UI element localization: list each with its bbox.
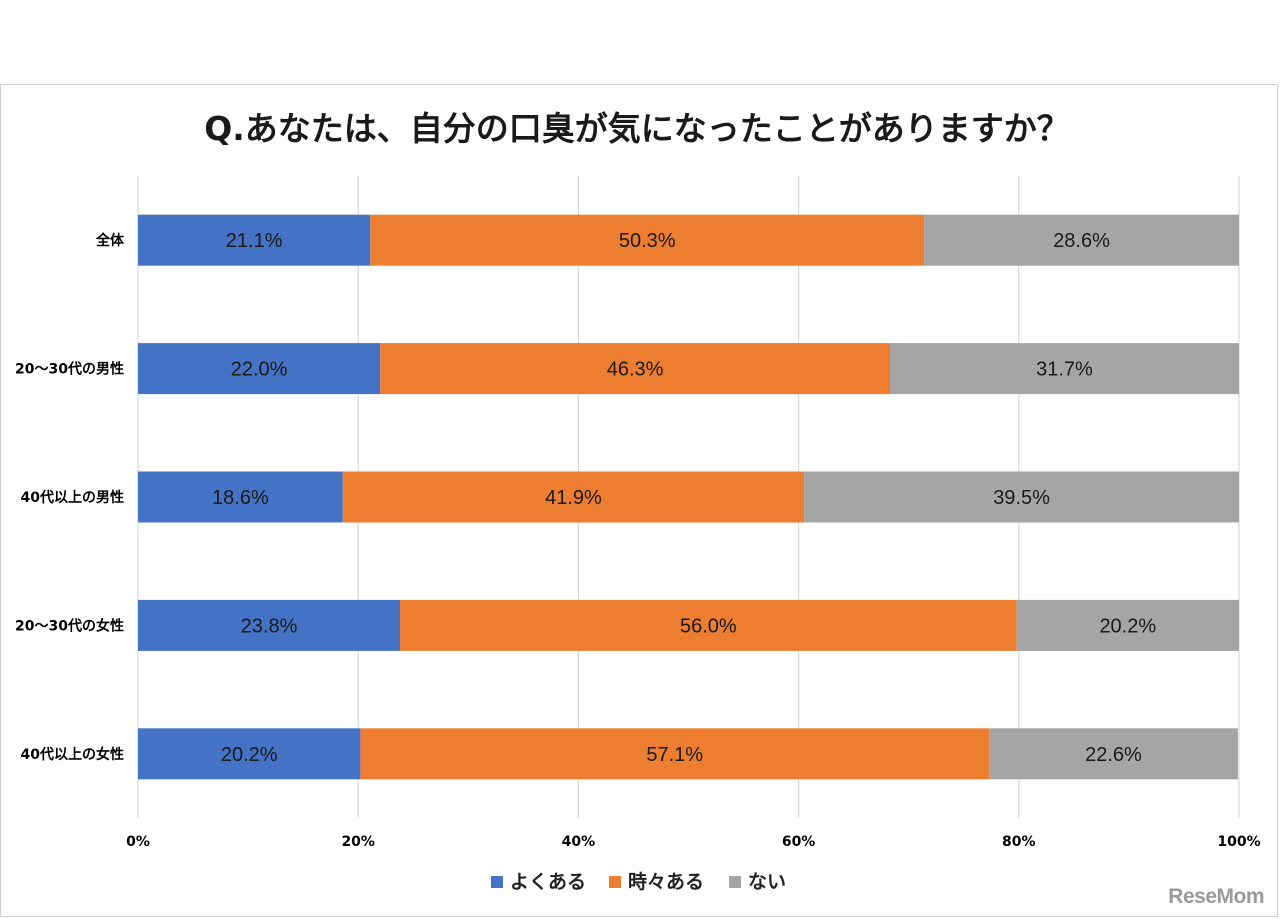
bar-segment <box>400 599 1017 651</box>
category-label: 20～30代の女性 <box>15 617 124 634</box>
bar-segment <box>889 343 1239 395</box>
data-label: 18.6% <box>212 487 269 509</box>
bar-segment <box>804 471 1239 523</box>
resemom-logo: ReseMom <box>1168 885 1264 908</box>
bar-segment <box>138 728 361 780</box>
bar-segment <box>342 471 805 523</box>
data-label: 28.6% <box>1053 230 1110 252</box>
data-label: 23.8% <box>241 615 298 637</box>
bars: 21.1% 50.3% 28.6% 22.0% 46.3% 31.7% 18.6% 41.9%… <box>138 214 1239 780</box>
legend-swatch <box>729 876 741 888</box>
x-tick-label: 40% <box>562 834 596 850</box>
bar-segment <box>380 343 890 395</box>
bar-segment <box>370 214 925 266</box>
bar-segment <box>989 728 1238 780</box>
data-label: 46.3% <box>607 359 664 381</box>
category-label: 全体 <box>95 232 125 249</box>
data-label: 31.7% <box>1036 359 1093 381</box>
data-label: 20.2% <box>221 744 278 766</box>
bar-segment <box>924 214 1239 266</box>
data-label: 39.5% <box>993 487 1050 509</box>
category-label: 40代以上の女性 <box>21 746 124 763</box>
bar-segment <box>360 728 990 780</box>
chart-title: Q.あなたは、自分の口臭が気になったことがありますか？ <box>204 109 1070 148</box>
data-label: 50.3% <box>619 230 676 252</box>
legend-swatch <box>609 876 621 888</box>
data-label: 57.1% <box>646 744 703 766</box>
data-label: 21.1% <box>226 230 283 252</box>
x-tick-label: 0% <box>126 834 150 850</box>
category-label: 20～30代の男性 <box>15 361 124 378</box>
legend-label: ない <box>748 871 786 893</box>
data-label: 56.0% <box>680 615 737 637</box>
x-tick-label: 100% <box>1217 834 1260 850</box>
x-tick-labels: 0% 20% 40% 60% 80% 100% <box>126 834 1261 850</box>
bar-segment <box>138 471 343 523</box>
data-label: 22.0% <box>231 359 288 381</box>
x-tick-label: 80% <box>1002 834 1036 850</box>
legend: よくある 時々ある ない <box>491 871 786 893</box>
bar-segment <box>138 599 401 651</box>
legend-label: 時々ある <box>628 871 704 893</box>
x-tick-label: 20% <box>341 834 375 850</box>
data-label: 22.6% <box>1085 744 1142 766</box>
bar-segment <box>138 214 371 266</box>
x-tick-label: 60% <box>782 834 816 850</box>
bar-segment <box>138 343 381 395</box>
data-label: 41.9% <box>545 487 602 509</box>
bar-segment <box>1016 599 1239 651</box>
legend-label: よくある <box>510 871 586 893</box>
category-labels: 全体 20～30代の男性 40代以上の男性 20～30代の女性 40代以上の女性 <box>15 232 125 763</box>
data-label: 20.2% <box>1099 615 1156 637</box>
legend-swatch <box>491 876 503 888</box>
category-label: 40代以上の男性 <box>21 489 124 506</box>
